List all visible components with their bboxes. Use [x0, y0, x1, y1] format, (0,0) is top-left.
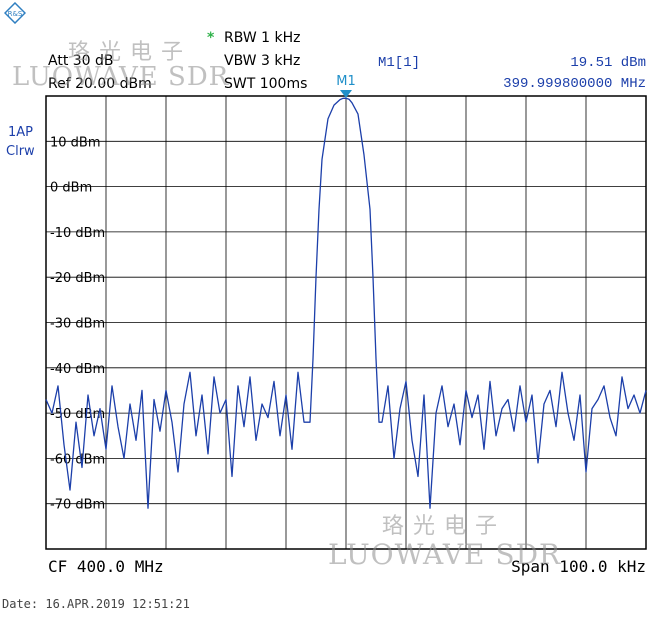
y-tick-label: -60 dBm — [50, 452, 105, 467]
marker-level: 19.51 dBm — [570, 55, 646, 71]
marker-layer: M1 — [336, 74, 356, 98]
center-frequency-label: CF 400.0 MHz — [48, 557, 164, 576]
sweep-time-label: SWT 100ms — [224, 76, 308, 92]
watermark-chinese-bottom: 珞 光 电 子 — [382, 514, 498, 539]
spectrum-trace — [45, 97, 647, 509]
y-tick-label: -20 dBm — [50, 271, 105, 286]
watermark-english-top: LUOWAVE SDR — [12, 62, 230, 92]
reference-level-label: Ref 20.00 dBm — [48, 76, 152, 92]
y-tick-label: -30 dBm — [50, 317, 105, 332]
grid — [45, 95, 647, 550]
watermark-chinese-top: 珞 光 电 子 — [68, 40, 184, 65]
trace-layer — [45, 97, 647, 509]
marker-triangle-icon — [340, 90, 352, 98]
span-label: Span 100.0 kHz — [511, 557, 646, 576]
y-tick-label: -70 dBm — [50, 498, 105, 513]
y-tick-label: 10 dBm — [50, 135, 101, 150]
y-tick-label: -10 dBm — [50, 226, 105, 241]
rbw-label: RBW 1 kHz — [224, 30, 301, 46]
attenuation-label: Att 30 dB — [48, 53, 114, 69]
y-tick-labels: 10 dBm 0 dBm -10 dBm -20 dBm -30 dBm -40 dBm -… — [50, 135, 105, 512]
svg-text:R&S: R&S — [8, 10, 23, 18]
marker-frequency: 399.999800000 MHz — [503, 76, 646, 92]
trace-mode-line1: 1AP — [8, 125, 34, 140]
rohde-logo-icon: R&S — [4, 2, 26, 24]
marker-title: M1[1] — [378, 55, 421, 71]
trace-mode-line2: Clrw — [6, 144, 35, 159]
y-tick-label: -40 dBm — [50, 362, 105, 377]
rbw-changed-star: * — [207, 30, 215, 46]
date-label: Date: 16.APR.2019 12:51:21 — [2, 597, 190, 611]
vbw-label: VBW 3 kHz — [224, 53, 301, 69]
y-tick-label: 0 dBm — [50, 181, 92, 196]
marker-tag: M1 — [336, 74, 356, 89]
watermark-english-bottom: LUOWAVE SDR — [328, 538, 562, 571]
